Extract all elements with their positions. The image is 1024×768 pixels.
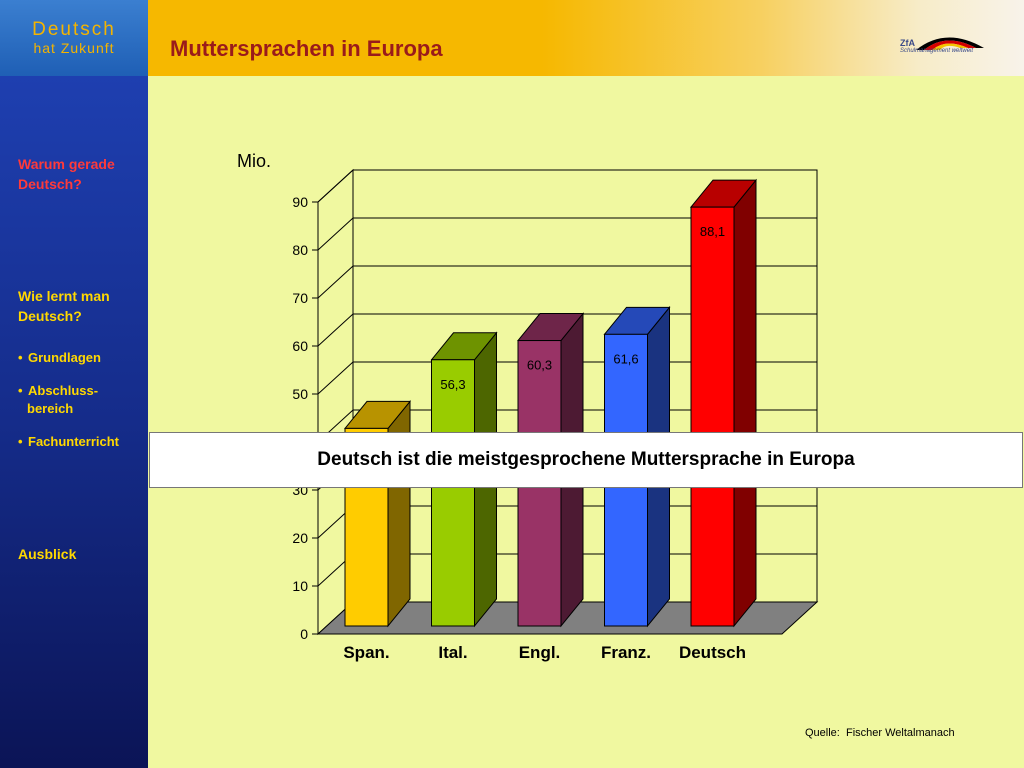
callout-banner: Deutsch ist die meistgesprochene Mutters… (149, 432, 1023, 488)
y-axis: 0102030405060708090 (292, 194, 319, 642)
x-category-label: Span. (343, 643, 389, 662)
sidebar-item-label: Warum gerade (18, 156, 115, 172)
header-bar: Muttersprachen in Europa ZfA Schulmanage… (148, 0, 1024, 76)
data-label: 60,3 (527, 358, 552, 373)
bullet: • (18, 434, 23, 449)
sidebar-subitem-grundlagen[interactable]: • Grundlagen (18, 349, 101, 367)
sidebar-subitem-label: bereich (27, 401, 74, 416)
brand-logo: Deutsch hat Zukunft (0, 0, 148, 76)
bar-chart: Mio. 0102030405060708090 56,360,361,688,… (237, 151, 819, 662)
bar (431, 359, 475, 627)
sidebar-item-ausblick[interactable]: Ausblick (18, 544, 76, 564)
y-tick-label: 20 (292, 530, 308, 546)
data-label: 56,3 (440, 377, 465, 392)
sidebar-item-wie-lernt-man-deutsch[interactable]: Wie lernt man Deutsch? (18, 286, 110, 326)
grid-line-side (317, 265, 354, 299)
x-category-label: Engl. (519, 643, 561, 662)
sidebar-subitem-label: Grundlagen (28, 350, 101, 365)
grid-line-side (317, 313, 354, 347)
brand-line2: hat Zukunft (33, 40, 115, 56)
y-tick-label: 90 (292, 194, 308, 210)
x-category-label: Deutsch (679, 643, 746, 662)
y-tick-label: 80 (292, 242, 308, 258)
x-category-label: Franz. (601, 643, 651, 662)
source-note: Quelle: Fischer Weltalmanach (805, 727, 955, 739)
callout-text: Deutsch ist die meistgesprochene Mutters… (317, 449, 855, 470)
y-axis-label: Mio. (237, 151, 271, 171)
y-tick-label: 60 (292, 338, 308, 354)
bullet: • (18, 350, 23, 365)
bullet: • (18, 383, 23, 398)
sidebar-item-warum-gerade-deutsch[interactable]: Warum gerade Deutsch? (18, 154, 115, 194)
page-title: Muttersprachen in Europa (170, 36, 443, 61)
sidebar-item-label: Deutsch? (18, 308, 82, 324)
data-label: 88,1 (700, 224, 725, 239)
y-tick-label: 70 (292, 290, 308, 306)
sidebar-subitem-label: Abschluss- (28, 383, 99, 398)
bar (690, 206, 735, 627)
sidebar-subitem-fachunterricht[interactable]: • Fachunterricht (18, 433, 119, 451)
sidebar-item-label: Wie lernt man (18, 288, 110, 304)
sidebar-subitem-abschlussbereich[interactable]: • Abschluss- bereich (18, 382, 98, 418)
sidebar-item-label: Ausblick (18, 546, 77, 562)
sidebar-item-label: Deutsch? (18, 176, 82, 192)
x-axis-categories: Span. Ital. Engl. Franz. Deutsch (343, 643, 746, 662)
y-tick-label: 50 (292, 386, 308, 402)
sidebar-subitem-label: Fachunterricht (28, 434, 120, 449)
grid-line-side (317, 217, 354, 251)
bar-side (733, 178, 757, 628)
y-tick-label: 10 (292, 578, 308, 594)
data-labels: 56,3 60,3 61,6 88,1 (440, 224, 725, 392)
source-label: Quelle: (805, 727, 840, 739)
data-label: 61,6 (613, 351, 638, 366)
logo-subtitle: Schulmanagement weltweit (900, 48, 974, 54)
zfa-logo-icon (916, 37, 984, 50)
source-value: Fischer Weltalmanach (845, 727, 955, 739)
logo-text: ZfA (900, 38, 915, 48)
grid-line-side (317, 169, 354, 203)
sidebar: Warum gerade Deutsch? Wie lernt man Deut… (0, 76, 148, 768)
brand-line1: Deutsch (32, 19, 116, 40)
y-tick-label: 0 (300, 626, 308, 642)
x-category-label: Ital. (438, 643, 467, 662)
grid-line-side (317, 361, 354, 395)
